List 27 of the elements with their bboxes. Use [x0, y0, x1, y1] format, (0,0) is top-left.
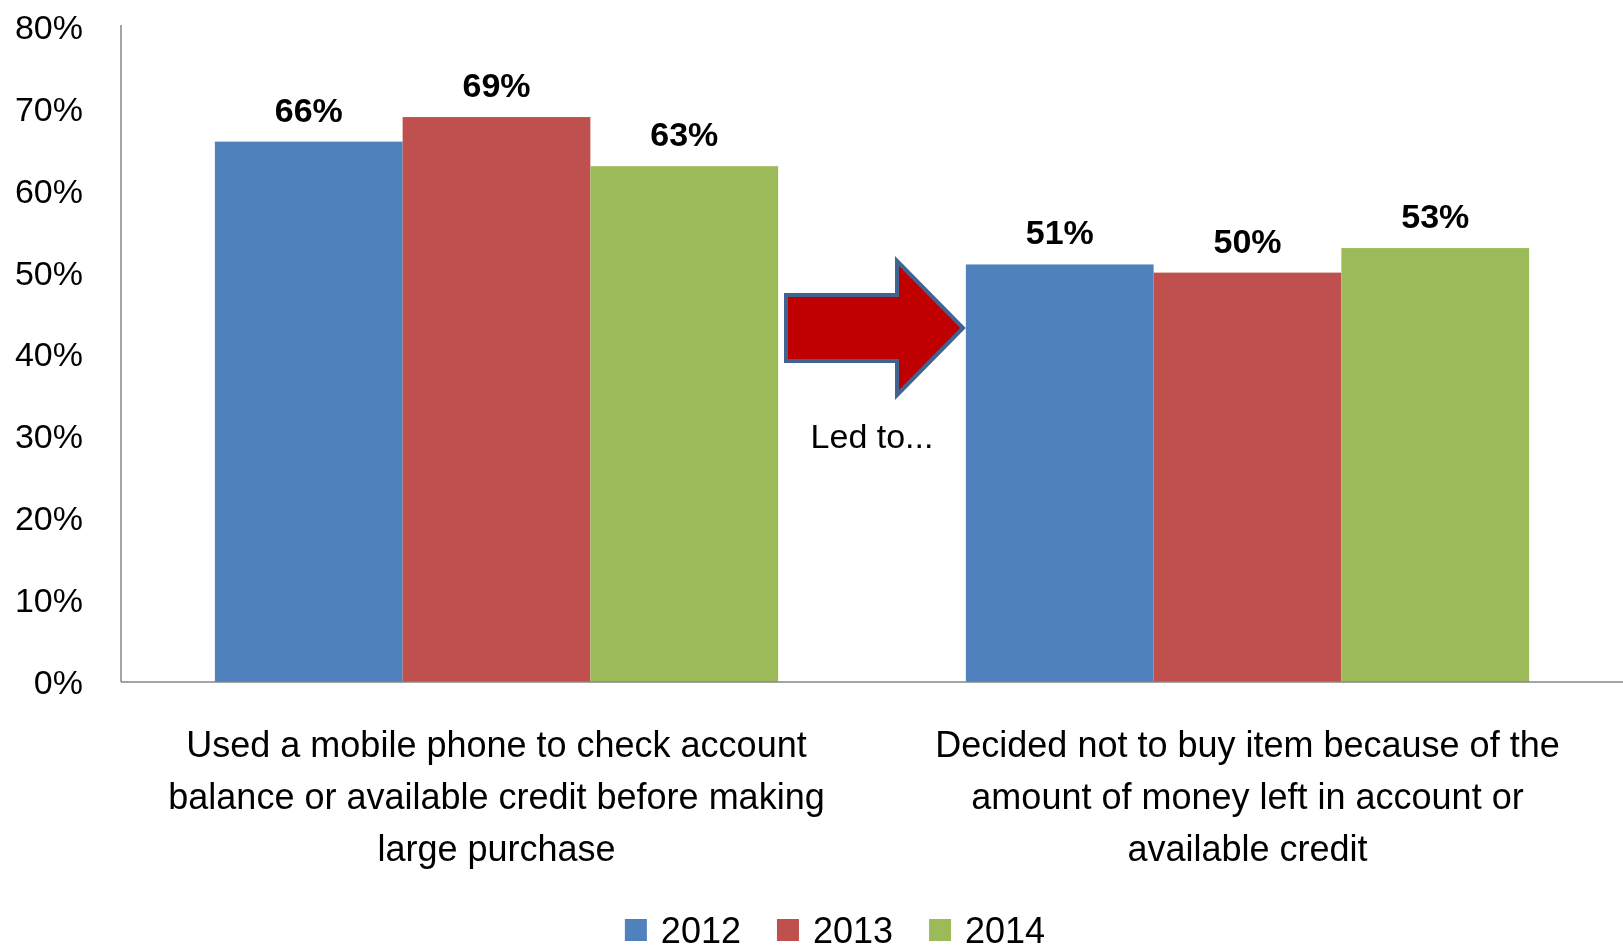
data-label: 51% — [1025, 213, 1094, 252]
y-tick-label: 80% — [14, 7, 83, 46]
y-tick-label: 0% — [33, 662, 83, 701]
bar — [1341, 248, 1530, 682]
bar — [214, 141, 403, 682]
y-tick-label: 70% — [14, 89, 83, 128]
y-tick-label: 20% — [14, 499, 83, 538]
data-label: 53% — [1401, 197, 1470, 236]
legend-label: 2014 — [965, 909, 1046, 947]
y-tick-label: 10% — [14, 581, 83, 620]
x-tick-label: Used a mobile phone to check account balance or available credit before making large purchase — [168, 724, 825, 869]
bar — [402, 117, 591, 682]
data-label: 63% — [650, 115, 719, 154]
y-tick-label: 40% — [14, 335, 83, 374]
legend-label: 2013 — [812, 909, 894, 947]
data-label: 69% — [462, 66, 531, 105]
legend-label: 2012 — [660, 909, 741, 947]
data-label: 50% — [1213, 221, 1282, 260]
y-tick-label: 30% — [14, 417, 83, 456]
y-tick-label: 60% — [14, 171, 83, 210]
y-tick-label: 50% — [14, 253, 83, 292]
x-tick-label: Decided not to buy item because of the amount of money left in account or available credit — [935, 724, 1560, 869]
bar — [965, 264, 1154, 682]
bar — [590, 166, 779, 682]
bar — [1153, 272, 1342, 682]
data-label: 66% — [274, 90, 343, 129]
annotation: Led to... — [810, 417, 934, 455]
